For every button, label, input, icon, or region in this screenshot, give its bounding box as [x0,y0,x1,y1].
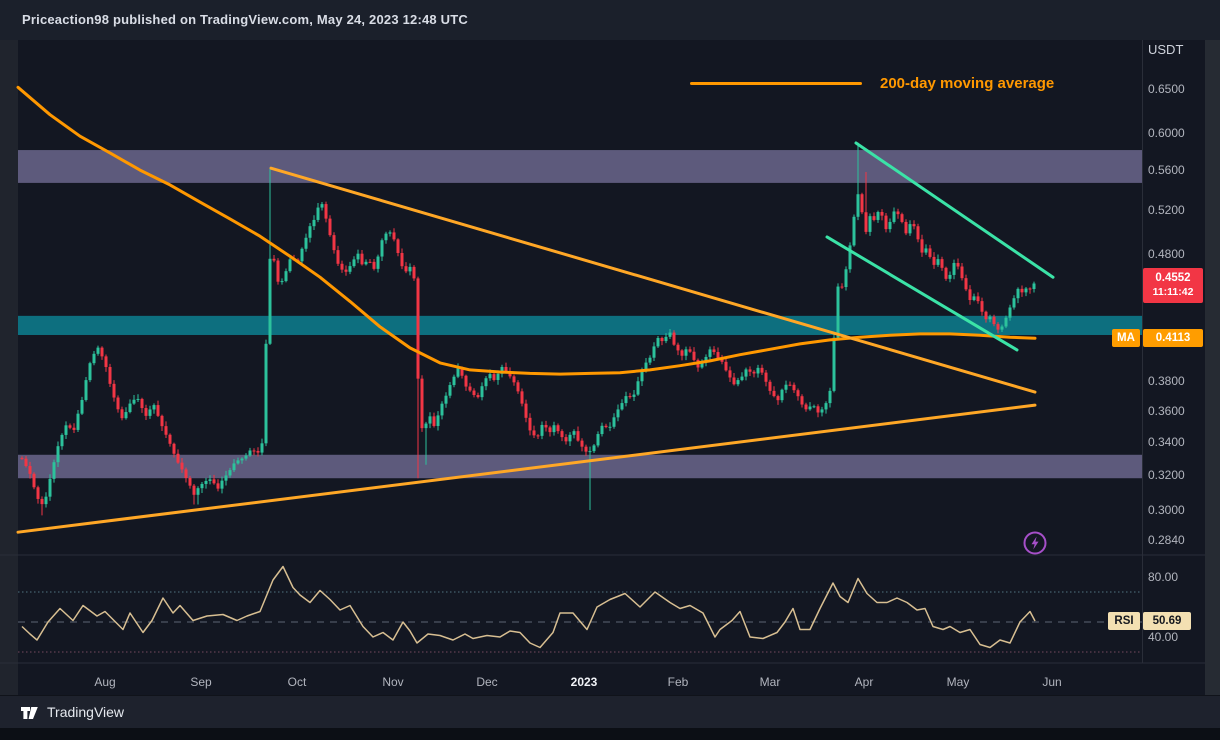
last-price-badge: 0.4552 11:11:42 [1143,268,1203,303]
ma-value-badge: 0.4113 [1143,329,1203,347]
rsi-tick-label: 80.00 [1148,570,1179,584]
bar-countdown: 11:11:42 [1152,285,1194,298]
bottom-strip [0,728,1220,740]
footer-bar: TradingView [0,695,1220,728]
chart-panel [0,40,1205,695]
ma-legend-label: 200-day moving average [880,75,1055,92]
tradingview-logo-icon[interactable] [20,703,39,722]
descending-resistance-line[interactable] [269,166,1037,394]
ma-legend-line [690,82,862,85]
header-bar: Priceaction98 published on TradingView.c… [0,0,1220,40]
publish-info: Priceaction98 published on TradingView.c… [22,12,468,27]
price-tick-label: 0.4800 [1148,247,1185,262]
price-tick-label: 0.3200 [1148,467,1185,482]
last-price-value: 0.4552 [1155,272,1191,284]
time-axis-label: Sep [190,675,212,689]
price-tick-label: 0.6500 [1148,81,1185,96]
price-tick-label: 0.5600 [1148,163,1185,178]
price-tick-label: 0.3000 [1148,502,1185,517]
left-margin [0,40,18,695]
quote-currency-label: USDT [1148,42,1184,57]
candles-series [20,142,1036,516]
price-tick-label: 0.5200 [1148,203,1185,218]
price-tick-label: 0.3400 [1148,434,1185,449]
time-axis-label: Dec [476,675,498,689]
rsi-value-badge: 50.69 [1143,612,1191,630]
channel-top-line[interactable] [854,141,1055,279]
time-axis-label: Feb [667,675,689,689]
rsi-line[interactable] [21,565,1036,649]
price-tick-label: 0.6000 [1148,125,1185,140]
ma-200-line[interactable] [16,85,1037,376]
ascending-support-line[interactable] [16,403,1037,534]
price-tick-label: 0.3800 [1148,374,1185,389]
time-axis-label: May [946,675,970,689]
channel-bottom-line[interactable] [825,235,1019,352]
rsi-tick-label: 40.00 [1148,630,1179,644]
time-axis-label: Apr [854,675,874,689]
flash-boost-button[interactable] [1021,529,1049,557]
time-axis-label: Mar [759,675,781,689]
ma-badge-label: MA [1112,329,1140,347]
ma-legend: 200-day moving average [690,75,1054,92]
time-axis-label: Aug [94,675,116,689]
time-axis-label: Oct [287,675,307,689]
tradingview-brand[interactable]: TradingView [47,704,125,720]
mid-pivot-zone [18,315,1142,335]
price-tick-label: 0.3600 [1148,403,1185,418]
time-axis-label: Jun [1042,675,1062,689]
upper-resistance-zone [18,150,1142,183]
time-axis-label: Nov [382,675,404,689]
lower-support-zone [18,454,1142,479]
price-tick-label: 0.2840 [1148,532,1185,547]
time-axis-label: 2023 [570,675,598,689]
rsi-badge-label: RSI [1108,612,1140,630]
lightning-icon [1023,531,1047,555]
